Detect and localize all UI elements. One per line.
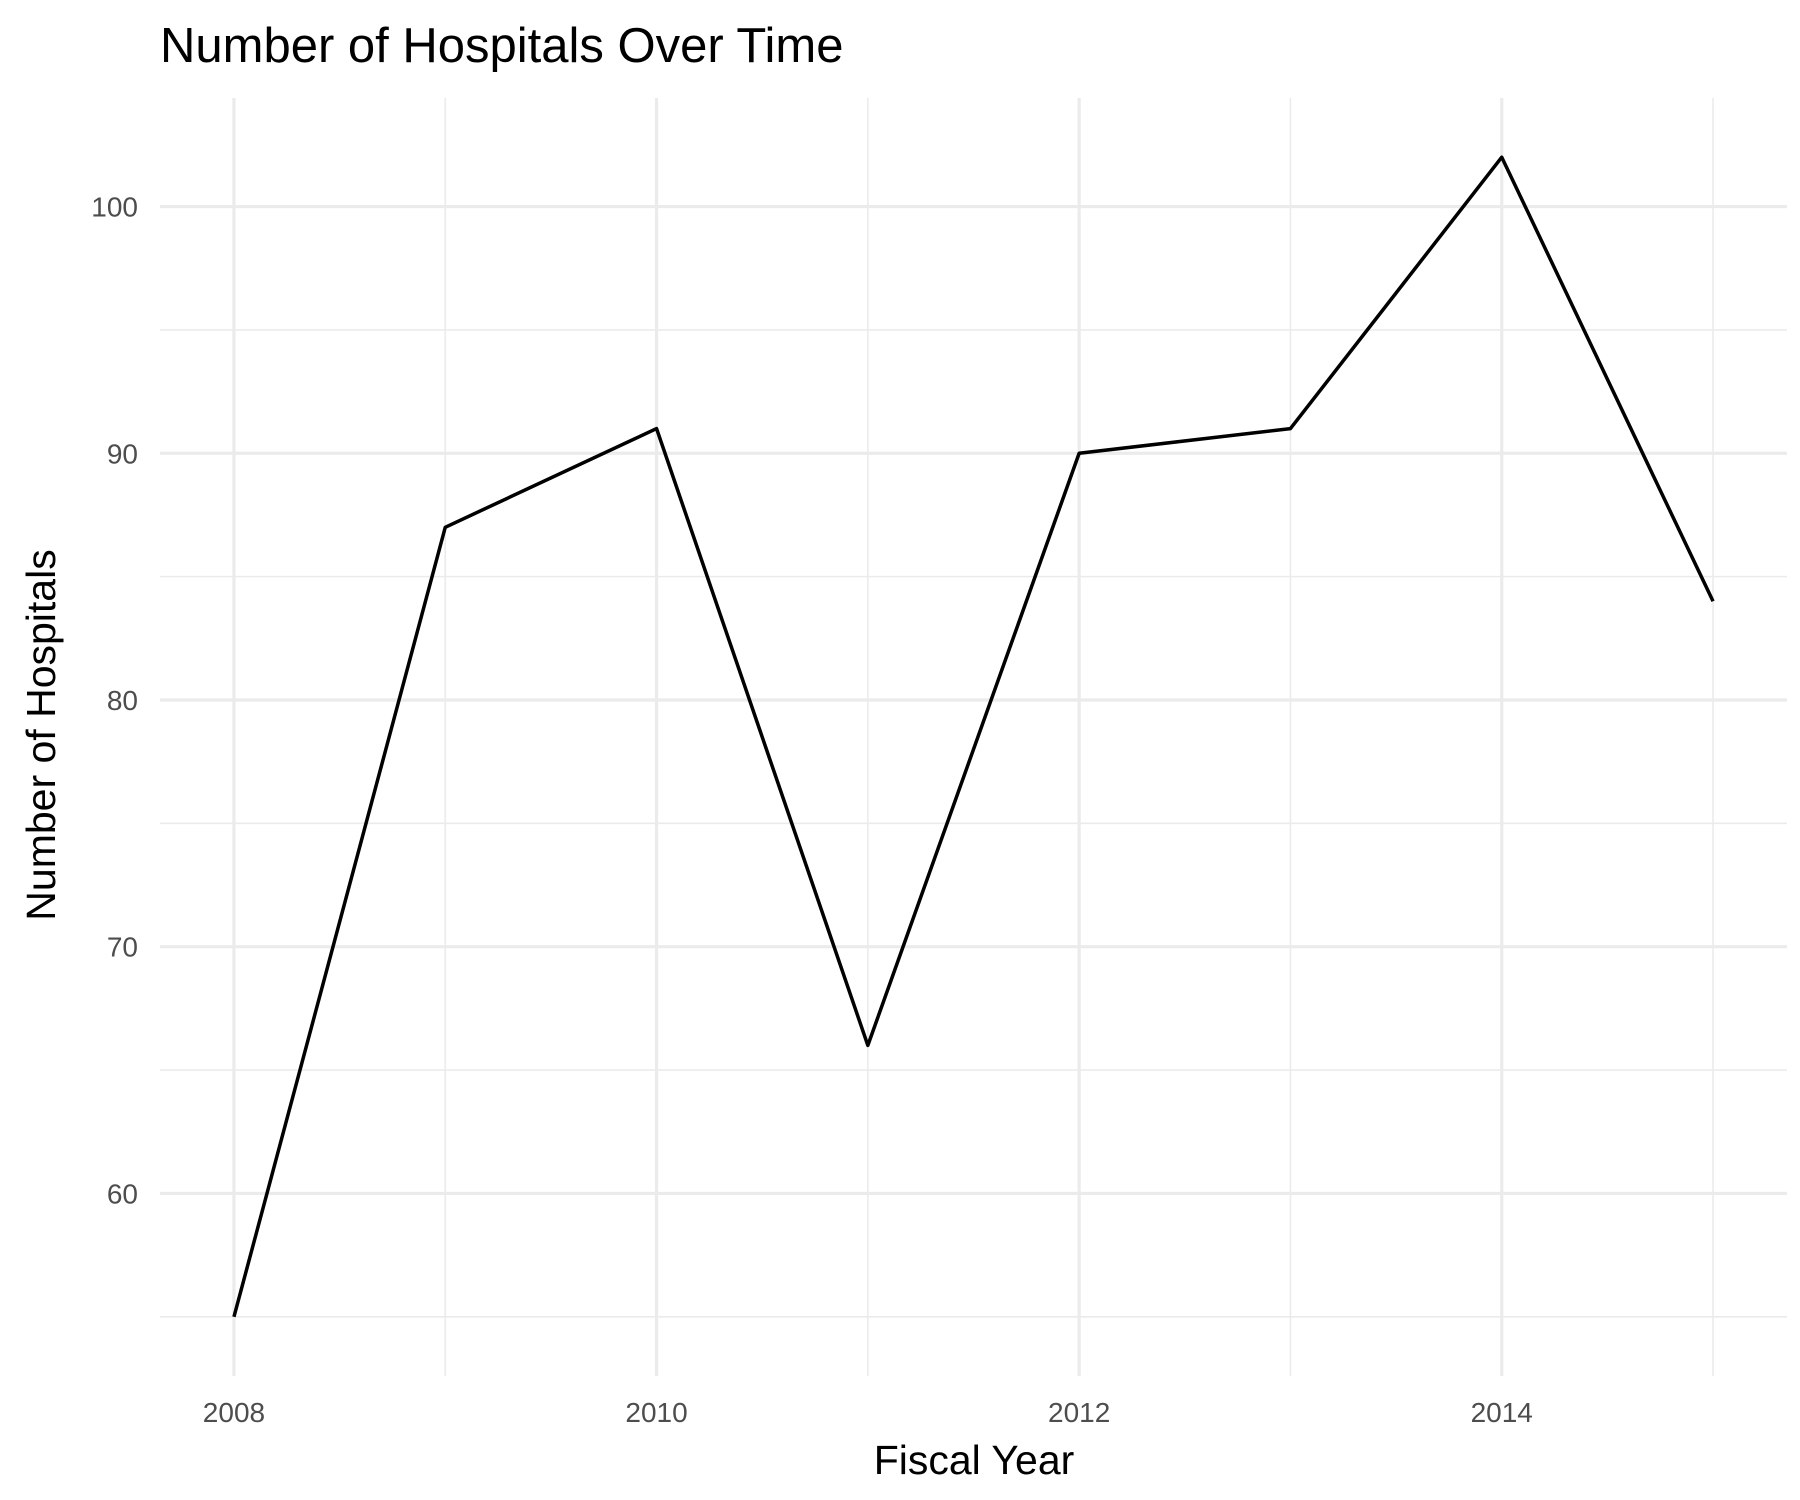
y-tick-label: 90: [107, 438, 138, 469]
y-tick-label: 60: [107, 1178, 138, 1209]
x-tick-label: 2012: [1048, 1397, 1110, 1428]
x-axis-title: Fiscal Year: [874, 1437, 1075, 1483]
y-tick-label: 70: [107, 932, 138, 963]
x-tick-label: 2014: [1471, 1397, 1533, 1428]
y-axis-tick-labels: 60 70 80 90 100: [91, 192, 138, 1210]
x-axis-tick-labels: 2008 2010 2012 2014: [203, 1397, 1533, 1428]
x-tick-label: 2008: [203, 1397, 265, 1428]
y-axis-title: Number of Hospitals: [18, 549, 64, 920]
y-tick-label: 100: [91, 192, 138, 223]
y-tick-label: 80: [107, 685, 138, 716]
series-layer: [232, 155, 1715, 1318]
minor-gridlines: [160, 98, 1787, 1376]
chart-title: Number of Hospitals Over Time: [160, 19, 844, 73]
x-tick-label: 2010: [625, 1397, 687, 1428]
series-line: [232, 155, 1715, 1318]
major-gridlines: [160, 98, 1787, 1376]
